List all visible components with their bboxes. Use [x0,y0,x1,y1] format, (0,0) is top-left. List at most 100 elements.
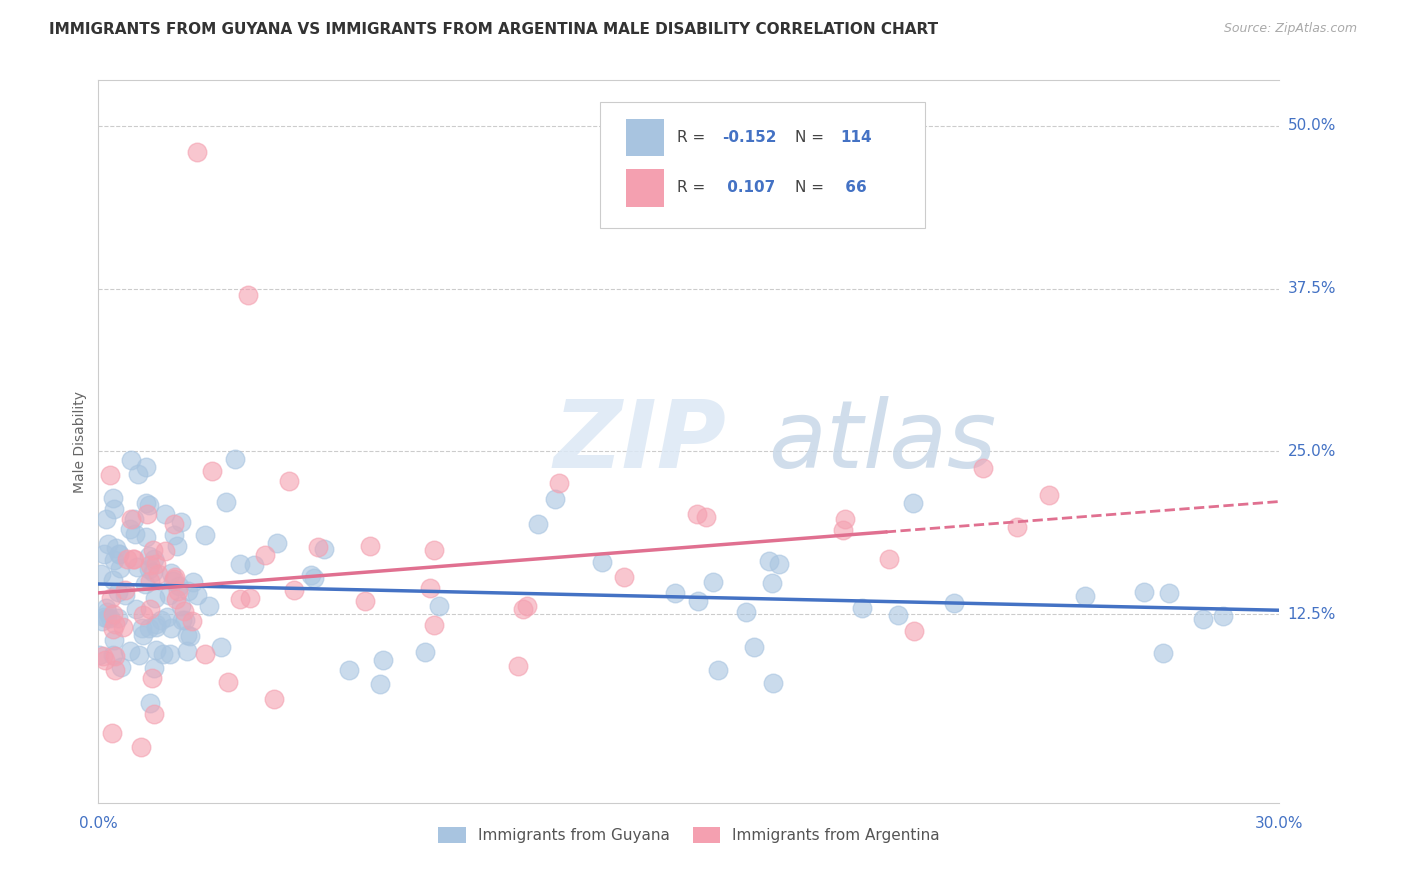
Point [132,607,155,622]
Point [186,145,208,159]
Point [143,552,166,566]
Text: 0.0%: 0.0% [79,816,118,830]
Point [903,624,925,638]
Point [761,576,783,591]
Point [98,611,121,625]
Point [139,602,162,616]
Point [141,672,163,686]
Point [591,555,613,569]
Point [96,601,118,615]
Point [96,511,118,525]
Legend: Immigrants from Guyana, Immigrants from Argentina: Immigrants from Guyana, Immigrants from … [432,822,946,849]
FancyBboxPatch shape [626,119,664,156]
Point [108,561,131,575]
Point [145,557,167,571]
Point [138,621,160,635]
Point [877,552,900,566]
Point [1157,586,1180,600]
Point [664,586,686,600]
Point [544,491,567,506]
Point [239,591,262,605]
Point [243,558,266,572]
Point [153,507,176,521]
Point [104,541,127,556]
Point [368,676,391,690]
Point [101,491,124,505]
Point [103,553,125,567]
Point [162,574,184,589]
Point [506,658,529,673]
Point [419,581,441,595]
Point [851,601,873,615]
Point [145,616,167,631]
Point [107,585,129,599]
Point [217,675,239,690]
Text: 25.0%: 25.0% [1288,444,1336,458]
Point [115,551,138,566]
Point [93,547,115,561]
Point [186,588,208,602]
Point [142,543,165,558]
Point [91,649,114,664]
Point [359,539,381,553]
Point [100,591,122,606]
Point [312,541,335,556]
Point [120,644,142,658]
Point [173,604,195,618]
Text: Source: ZipAtlas.com: Source: ZipAtlas.com [1223,22,1357,36]
Point [613,570,636,584]
Point [166,584,188,599]
Point [98,468,121,483]
Point [686,507,709,521]
Point [108,547,131,561]
Point [93,653,115,667]
Point [124,511,146,525]
Point [143,706,166,721]
Point [135,459,157,474]
Text: N =: N = [796,130,830,145]
Point [181,614,204,628]
Point [423,618,446,632]
Point [101,573,124,587]
Y-axis label: Male Disability: Male Disability [73,391,87,492]
Text: R =: R = [678,180,710,195]
Point [101,607,124,621]
Point [266,536,288,550]
Point [111,620,134,634]
Point [834,512,856,526]
Point [179,629,201,643]
Text: 114: 114 [841,130,872,145]
Text: 0.107: 0.107 [723,180,775,195]
Point [91,614,114,628]
Point [337,663,360,677]
Point [307,540,329,554]
Point [104,649,127,664]
Point [131,621,153,635]
FancyBboxPatch shape [600,102,925,228]
FancyBboxPatch shape [626,169,664,207]
Point [124,552,146,566]
Point [145,591,167,605]
Point [135,530,157,544]
Point [157,588,180,602]
Point [135,495,157,509]
Point [132,628,155,642]
Point [181,575,204,590]
Point [283,582,305,597]
Point [124,602,146,616]
Point [125,560,148,574]
Point [107,611,129,625]
Point [516,599,538,614]
Point [101,622,124,636]
Text: atlas: atlas [768,396,997,487]
Point [695,509,717,524]
Point [201,464,224,478]
Point [93,609,115,624]
Point [1074,589,1097,603]
Point [160,621,183,635]
Point [114,583,136,598]
Point [163,528,186,542]
Point [110,660,132,674]
Point [103,632,125,647]
Point [702,574,724,589]
